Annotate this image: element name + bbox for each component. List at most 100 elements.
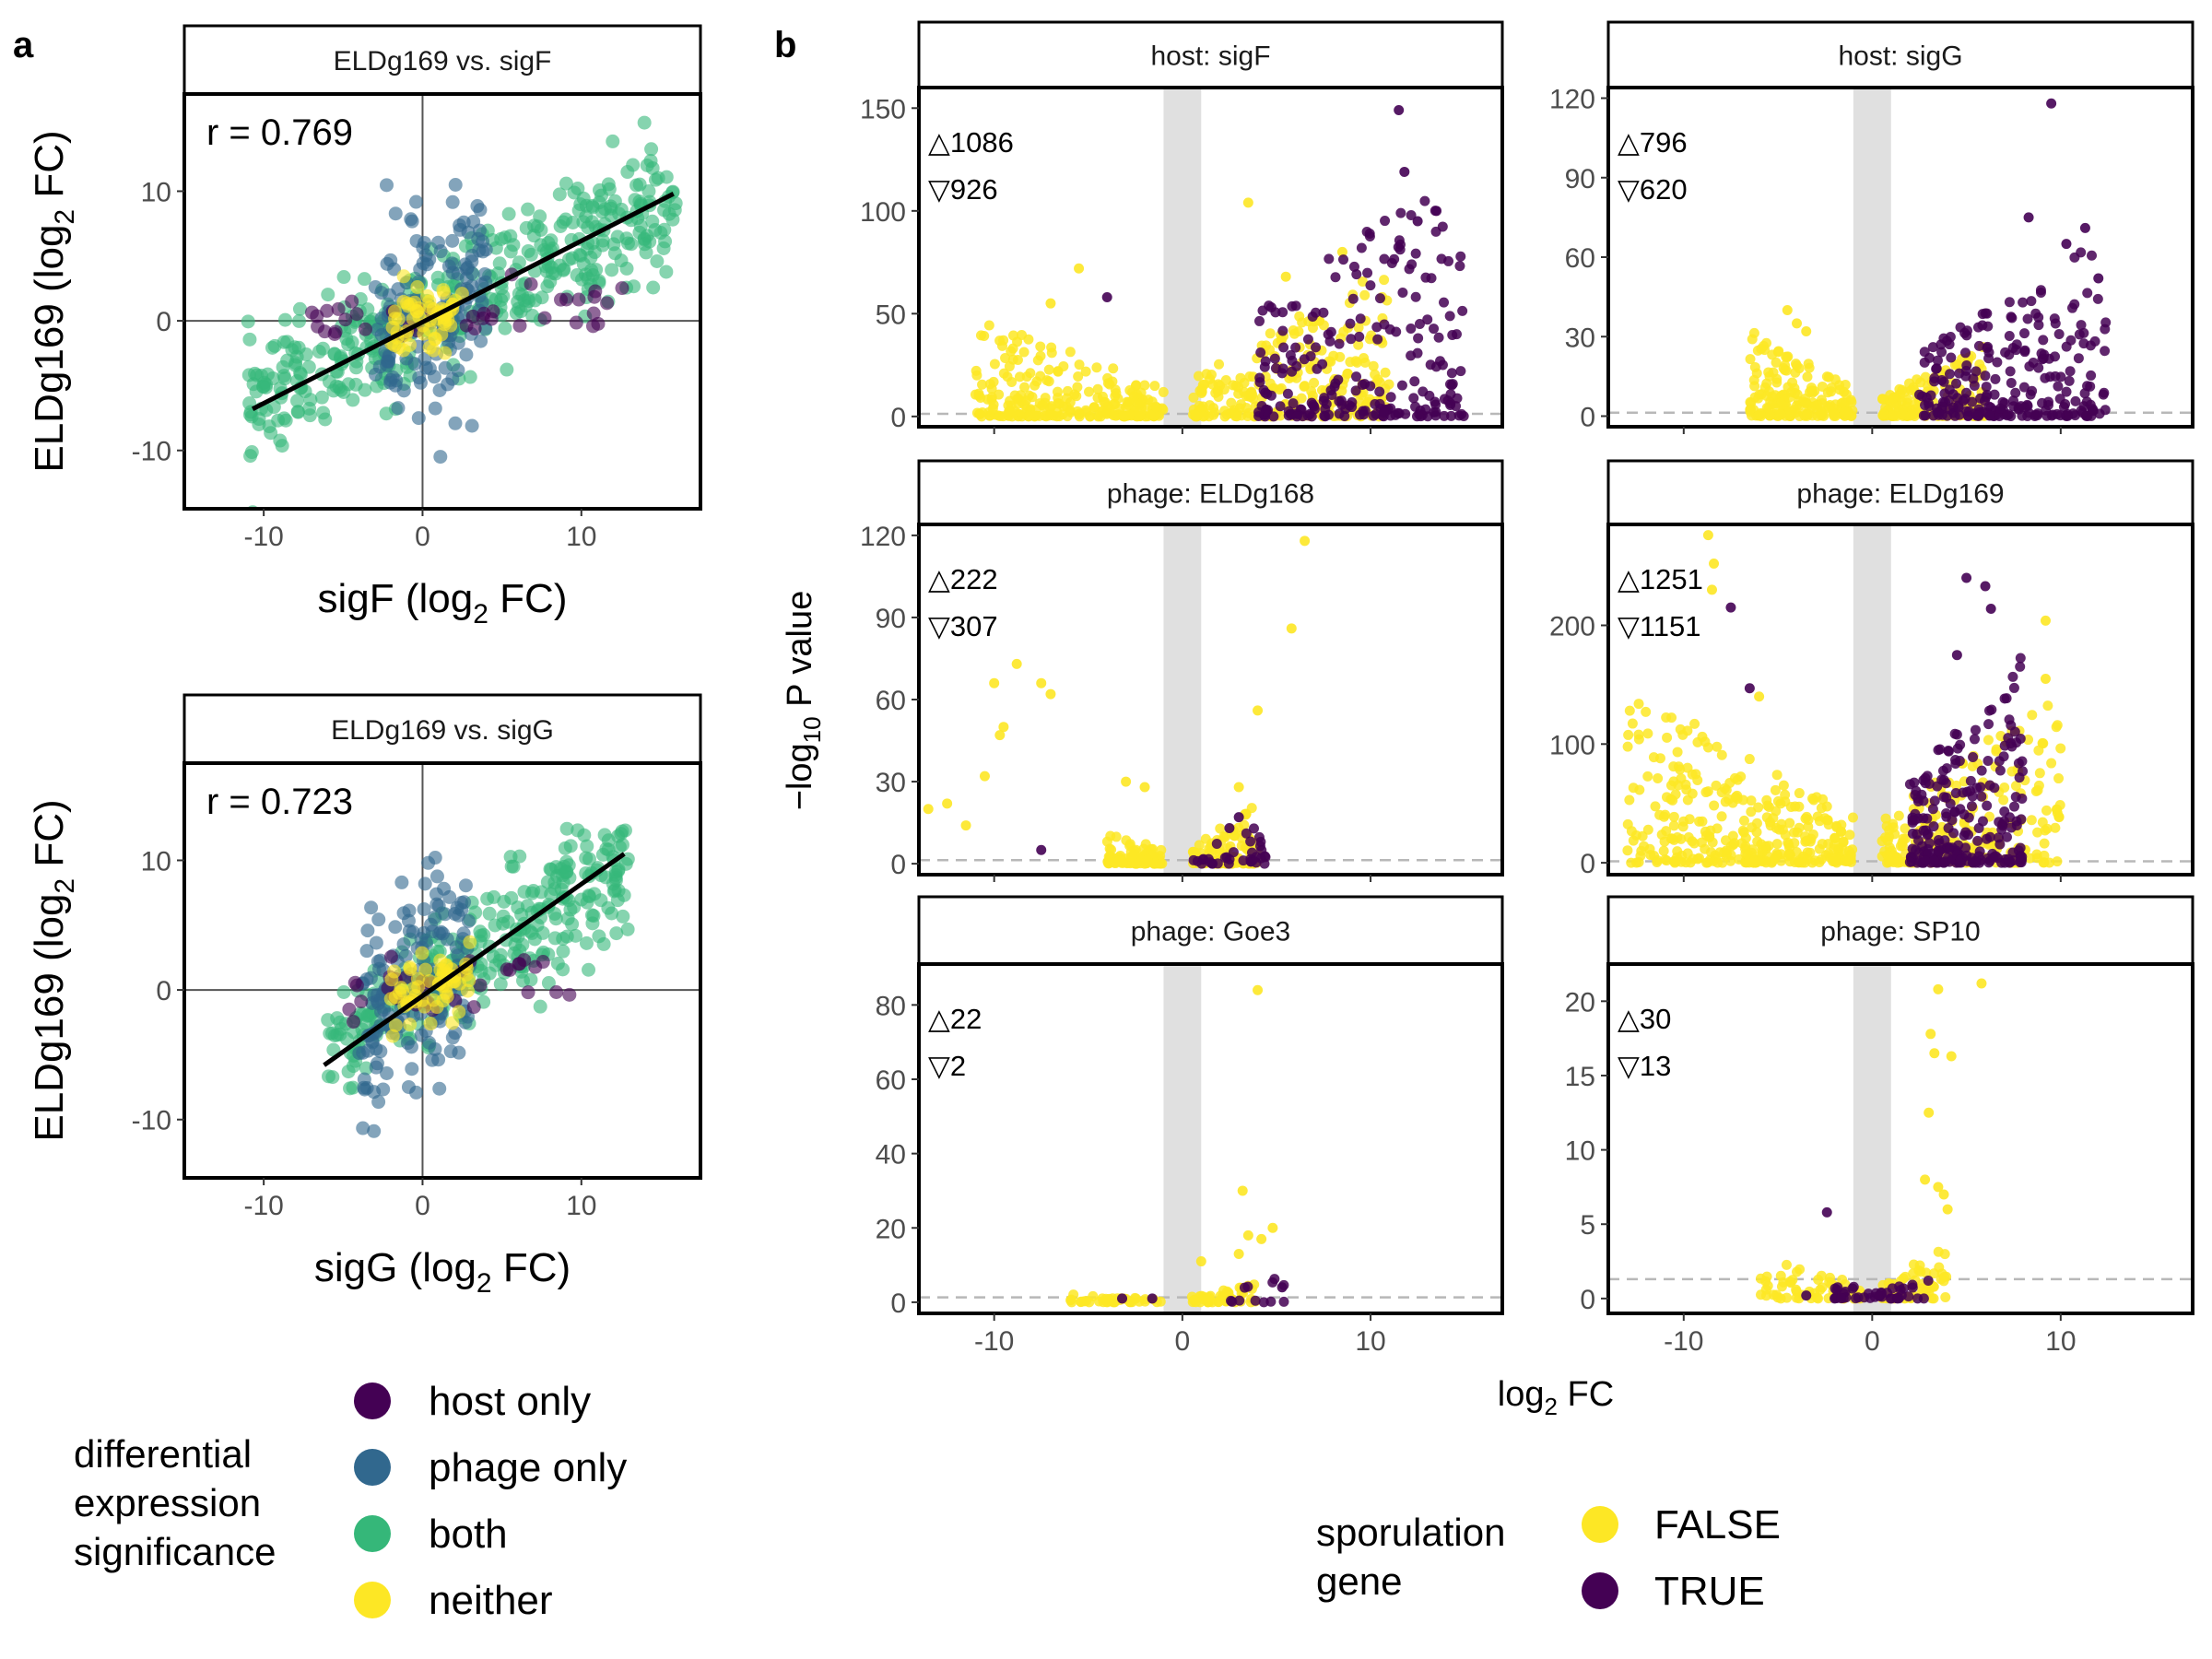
point-sporulation-true xyxy=(1354,409,1365,420)
point-sporulation-true xyxy=(1446,380,1457,391)
point-sporulation-true xyxy=(1325,326,1336,337)
point-sporulation-false xyxy=(1241,391,1252,402)
point-neither xyxy=(396,295,411,310)
x-tick-label: 0 xyxy=(1865,1326,1880,1357)
point-host-only xyxy=(328,324,343,339)
point-sporulation-true xyxy=(1245,836,1256,847)
point-sporulation-true xyxy=(1955,322,1966,333)
point-sporulation-true xyxy=(1983,756,1994,767)
point-both xyxy=(659,265,674,279)
point-sporulation-false xyxy=(1351,357,1362,368)
point-both xyxy=(619,261,634,276)
point-sporulation-true xyxy=(1304,408,1315,419)
point-host-only xyxy=(585,319,600,334)
point-both xyxy=(607,246,622,261)
point-neither xyxy=(403,961,418,976)
point-both xyxy=(643,154,658,169)
point-sporulation-true xyxy=(2038,335,2049,346)
point-both xyxy=(325,1026,340,1041)
point-sporulation-false xyxy=(1032,355,1043,366)
fold-change-band xyxy=(1163,964,1202,1313)
point-phage-only xyxy=(367,1124,382,1138)
point-sporulation-true xyxy=(1354,331,1365,342)
point-sporulation-false xyxy=(1062,411,1073,422)
point-both xyxy=(315,341,330,356)
x-axis-label: sigF (log2 FC) xyxy=(318,576,568,629)
point-sporulation-false xyxy=(2041,805,2052,816)
point-sporulation-true xyxy=(1961,572,1972,583)
point-sporulation-true xyxy=(1258,1297,1269,1308)
point-sporulation-false xyxy=(1359,357,1371,368)
point-sporulation-false xyxy=(1372,374,1383,385)
point-both xyxy=(616,909,630,924)
point-sporulation-false xyxy=(1658,845,1669,856)
point-sporulation-false xyxy=(1114,403,1125,414)
point-sporulation-false xyxy=(1231,411,1242,422)
point-sporulation-false xyxy=(2034,768,2045,779)
point-sporulation-true xyxy=(1224,823,1235,834)
point-sporulation-false xyxy=(1045,298,1056,309)
point-sporulation-false xyxy=(1785,802,1796,813)
point-sporulation-true xyxy=(1944,369,1955,380)
point-sporulation-true xyxy=(1255,347,1266,358)
point-sporulation-true xyxy=(1326,390,1337,401)
point-sporulation-false xyxy=(1787,377,1798,388)
point-sporulation-false xyxy=(1712,857,1724,868)
point-sporulation-false xyxy=(1633,734,1644,745)
point-sporulation-true xyxy=(1362,267,1373,278)
point-both xyxy=(276,411,291,426)
point-sporulation-true xyxy=(1874,1290,1885,1301)
y-tick-label: 15 xyxy=(1565,1062,1595,1092)
point-sporulation-true xyxy=(1345,318,1356,329)
point-sporulation-true xyxy=(1356,242,1367,253)
point-phage-only xyxy=(408,194,423,209)
point-sporulation-true xyxy=(1429,324,1440,335)
point-sporulation-false xyxy=(1998,794,2009,806)
point-sporulation-true xyxy=(1253,315,1265,326)
point-sporulation-false xyxy=(1682,794,1693,806)
point-sporulation-true xyxy=(1951,650,1962,661)
point-sporulation-true xyxy=(1406,350,1417,361)
point-sporulation-false xyxy=(2010,781,2021,792)
y-tick-label: 0 xyxy=(156,307,171,337)
point-sporulation-true xyxy=(1277,1282,1288,1293)
point-sporulation-true xyxy=(1378,407,1389,418)
point-sporulation-false xyxy=(1705,847,1716,858)
point-sporulation-false xyxy=(1219,406,1230,417)
point-sporulation-true xyxy=(1147,1293,1158,1304)
point-sporulation-true xyxy=(1254,372,1265,383)
point-sporulation-false xyxy=(1150,401,1161,412)
point-sporulation-true xyxy=(1937,765,1948,776)
point-neither xyxy=(415,946,429,960)
plot-area xyxy=(184,763,700,1178)
point-sporulation-false xyxy=(983,320,994,331)
point-both xyxy=(558,865,572,879)
point-sporulation-false xyxy=(1792,827,1803,838)
point-sporulation-false xyxy=(1900,1271,1911,1282)
point-sporulation-false xyxy=(1780,360,1791,371)
point-sporulation-false xyxy=(994,335,1006,347)
point-sporulation-false xyxy=(1076,1297,1087,1308)
point-sporulation-false xyxy=(1146,843,1157,854)
point-phage-only xyxy=(450,900,465,915)
point-sporulation-true xyxy=(1847,1283,1858,1294)
panel-border xyxy=(1606,962,2194,1315)
y-tick-label: 40 xyxy=(876,1140,906,1171)
point-both xyxy=(474,957,488,971)
point-sporulation-true xyxy=(1455,251,1466,262)
point-sporulation-true xyxy=(1277,325,1288,336)
point-sporulation-false xyxy=(998,722,1009,733)
point-host-only xyxy=(349,307,364,322)
point-sporulation-false xyxy=(1803,359,1814,370)
point-sporulation-false xyxy=(960,820,971,831)
strip-title: host: sigG xyxy=(1838,41,1962,72)
point-both xyxy=(501,206,516,221)
point-both xyxy=(275,439,289,453)
point-neither xyxy=(445,1016,460,1030)
point-sporulation-false xyxy=(942,798,953,809)
y-tick-label: 50 xyxy=(876,300,906,330)
point-both xyxy=(566,215,581,229)
point-sporulation-false xyxy=(977,379,988,390)
point-sporulation-true xyxy=(1968,857,1979,868)
point-neither xyxy=(418,962,433,977)
